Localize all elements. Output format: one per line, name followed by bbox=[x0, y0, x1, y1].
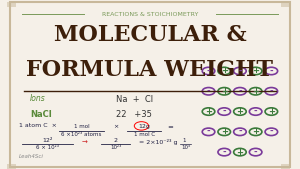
Text: +: + bbox=[252, 87, 259, 96]
Text: +: + bbox=[236, 148, 243, 157]
Text: +: + bbox=[268, 107, 275, 116]
Text: -: - bbox=[222, 107, 226, 116]
Text: Ions: Ions bbox=[30, 94, 46, 103]
Text: +: + bbox=[205, 107, 212, 116]
Text: Leah4Sci: Leah4Sci bbox=[19, 154, 44, 159]
Text: +: + bbox=[236, 107, 243, 116]
FancyBboxPatch shape bbox=[7, 164, 16, 169]
Text: Na  +  Cl: Na + Cl bbox=[116, 95, 153, 104]
Text: NaCl: NaCl bbox=[30, 110, 52, 119]
Text: -: - bbox=[222, 148, 226, 157]
FancyBboxPatch shape bbox=[281, 164, 290, 169]
Text: 6 ×10²³ atoms: 6 ×10²³ atoms bbox=[61, 132, 102, 137]
Text: -: - bbox=[238, 87, 242, 96]
Text: -: - bbox=[238, 127, 242, 136]
Text: +: + bbox=[221, 127, 228, 136]
Text: 1 mol C: 1 mol C bbox=[134, 132, 155, 137]
Text: -: - bbox=[269, 66, 273, 76]
Text: 12g: 12g bbox=[138, 124, 150, 129]
FancyBboxPatch shape bbox=[281, 2, 290, 7]
Text: = 2×10⁻²³ g: = 2×10⁻²³ g bbox=[139, 139, 177, 146]
Text: 10²³: 10²³ bbox=[110, 145, 122, 150]
FancyBboxPatch shape bbox=[7, 2, 16, 7]
Text: 1: 1 bbox=[182, 138, 186, 143]
Text: REACTIONS & STOICHIOMETRY: REACTIONS & STOICHIOMETRY bbox=[102, 12, 198, 17]
Text: 1 atom C  ×: 1 atom C × bbox=[19, 123, 56, 128]
Text: MOLECULAR &: MOLECULAR & bbox=[54, 24, 246, 46]
Text: FORMULA WEIGHT: FORMULA WEIGHT bbox=[26, 59, 274, 81]
Text: -: - bbox=[269, 127, 273, 136]
Text: +: + bbox=[221, 66, 228, 76]
Text: 10ˣ: 10ˣ bbox=[181, 145, 190, 150]
Text: -: - bbox=[238, 66, 242, 76]
Text: ×: × bbox=[113, 124, 118, 129]
Text: -: - bbox=[207, 127, 210, 136]
Text: 12²: 12² bbox=[42, 138, 52, 143]
Text: -: - bbox=[207, 87, 210, 96]
Text: -: - bbox=[207, 66, 210, 76]
Text: -: - bbox=[269, 87, 273, 96]
Text: +: + bbox=[221, 87, 228, 96]
Text: 1 mol: 1 mol bbox=[74, 124, 89, 129]
Text: 6 × 10²³: 6 × 10²³ bbox=[36, 145, 59, 150]
Text: →: → bbox=[81, 139, 87, 146]
Text: 2: 2 bbox=[114, 138, 118, 143]
Text: +: + bbox=[252, 66, 259, 76]
Text: =: = bbox=[167, 124, 173, 130]
Text: -: - bbox=[254, 107, 257, 116]
Text: 22   +35: 22 +35 bbox=[116, 110, 152, 119]
Text: -: - bbox=[254, 148, 257, 157]
Text: +: + bbox=[252, 127, 259, 136]
